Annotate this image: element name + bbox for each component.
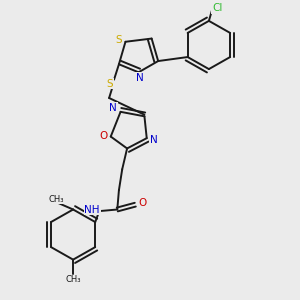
Text: S: S xyxy=(115,35,122,45)
Text: O: O xyxy=(99,131,108,141)
Text: NH: NH xyxy=(84,205,100,214)
Text: O: O xyxy=(138,198,147,208)
Text: CH₃: CH₃ xyxy=(48,195,64,204)
Text: N: N xyxy=(150,135,158,145)
Text: CH₃: CH₃ xyxy=(65,275,81,284)
Text: N: N xyxy=(110,103,117,113)
Text: S: S xyxy=(106,79,113,88)
Text: N: N xyxy=(136,73,144,83)
Text: Cl: Cl xyxy=(212,3,222,13)
